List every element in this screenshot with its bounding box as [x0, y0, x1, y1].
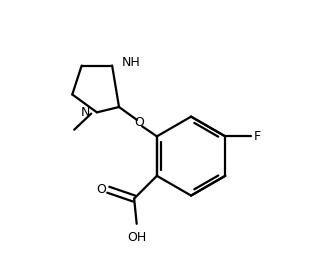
Text: F: F — [254, 130, 261, 143]
Text: OH: OH — [128, 231, 147, 244]
Text: O: O — [96, 183, 106, 196]
Text: N: N — [81, 106, 90, 119]
Text: NH: NH — [122, 56, 141, 69]
Text: O: O — [135, 116, 145, 129]
